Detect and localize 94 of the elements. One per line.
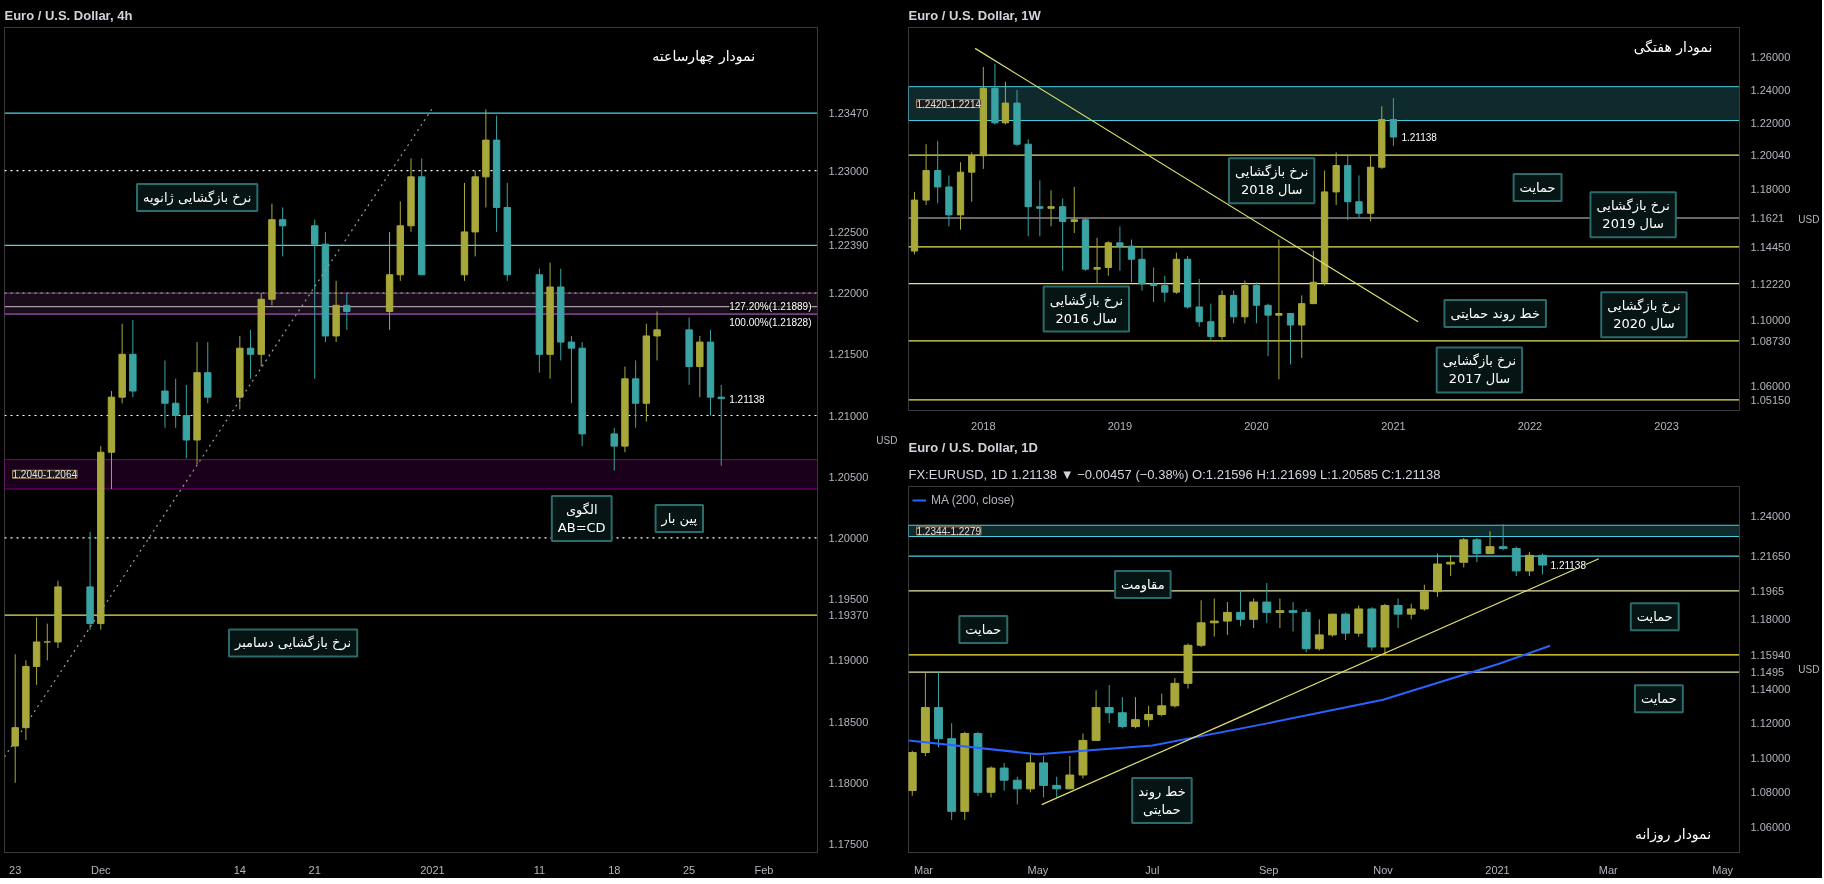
annotation: نرخ بازگشایی سال 2017 — [1442, 353, 1517, 387]
x-tick-label: 21 — [308, 863, 321, 876]
annotation: 100.00%(1.21828) — [729, 317, 812, 329]
chart-title: Euro / U.S. Dollar, 1W — [908, 7, 1042, 23]
x-tick-label: 14 — [233, 863, 246, 876]
ref-line-label: 1.23470 — [828, 107, 869, 120]
x-tick-label: May — [1712, 863, 1734, 876]
band-label: 1.2040-1.2064 — [12, 469, 78, 481]
y-tick-label: 1.26000 — [1750, 51, 1791, 64]
x-tick-label: 2018 — [971, 419, 996, 432]
y-tick-label: 1.10000 — [1750, 314, 1791, 327]
annotation: 1.21138 — [1401, 132, 1438, 144]
y-tick-label: 1.14000 — [1750, 682, 1791, 695]
x-tick-label: 18 — [608, 863, 621, 876]
ref-line-label: 1.21000 — [828, 409, 869, 422]
ref-line-label: 1.20040 — [1750, 149, 1791, 162]
x-tick-label: 2022 — [1517, 419, 1543, 432]
ref-line-label: 1.1495 — [1750, 666, 1785, 679]
y-tick-label: 1.24000 — [1750, 509, 1791, 522]
x-tick-label: Mar — [1598, 863, 1618, 876]
ref-line-label: 1.20000 — [828, 531, 869, 544]
x-tick-label: Sep — [1258, 863, 1279, 876]
y-tick-label: 1.19000 — [828, 654, 869, 667]
y-tick-label: 1.18000 — [1750, 613, 1791, 626]
annotation: نمودار هفتگی — [1633, 38, 1713, 56]
annotation: نرخ بازگشایی سال 2019 — [1596, 198, 1670, 232]
y-axis-title: USD — [876, 434, 898, 446]
y-tick-label: 1.22000 — [1750, 116, 1791, 129]
annotation: حمایت — [1519, 180, 1556, 196]
annotation: حمایت — [1636, 609, 1673, 625]
x-tick-label: 2021 — [420, 863, 445, 876]
annotation: خط روند حمایتی — [1450, 306, 1540, 323]
y-tick-label: 1.18500 — [828, 715, 869, 728]
x-tick-label: 2021 — [1381, 419, 1406, 432]
y-tick-label: 1.10000 — [1750, 751, 1791, 764]
annotation: نرخ بازگشایی سال 2020 — [1607, 298, 1681, 332]
x-tick-label: 2021 — [1485, 863, 1510, 876]
band-label: 1.2344-1.2279 — [916, 525, 982, 537]
ref-line-label: 1.1621 — [1750, 212, 1785, 225]
band-label: 1.2420-1.2214 — [916, 98, 982, 110]
y-tick-label: 1.22500 — [828, 225, 869, 238]
x-tick-label: May — [1027, 863, 1049, 876]
ref-line-label: 1.22390 — [828, 239, 869, 252]
annotation: نرخ بازگشایی سال 2016 — [1049, 292, 1124, 326]
x-tick-label: 2019 — [1107, 419, 1133, 432]
ref-line-label: 1.08730 — [1750, 334, 1791, 347]
annotation: نرخ بازگشایی ژانویه — [143, 189, 252, 206]
annotation: حمایت — [1640, 691, 1677, 707]
y-tick-label: 1.08000 — [1750, 786, 1791, 799]
chart-title: Euro / U.S. Dollar, 4h — [4, 7, 133, 23]
annotation: 127.20%(1.21889) — [729, 301, 812, 313]
ref-line-label: 1.14450 — [1750, 240, 1791, 253]
x-tick-label: Mar — [914, 863, 934, 876]
y-tick-label: 1.20500 — [828, 470, 869, 483]
annotation: نمودار چهارساعته — [652, 48, 756, 66]
y-tick-label: 1.19500 — [828, 593, 869, 606]
x-tick-label: 2023 — [1654, 419, 1679, 432]
x-tick-label: 25 — [683, 863, 696, 876]
annotation: 1.21138 — [1550, 560, 1587, 572]
ref-line-label: 1.21650 — [1750, 550, 1791, 563]
x-tick-label: 2020 — [1244, 419, 1269, 432]
chart-title: Euro / U.S. Dollar, 1D — [908, 439, 1038, 455]
annotation: 1.21138 — [729, 393, 766, 405]
y-axis-title: USD — [1798, 213, 1820, 225]
annotation: مقاومت — [1121, 577, 1165, 594]
y-tick-label: 1.24000 — [1750, 83, 1791, 96]
x-tick-label: Nov — [1373, 863, 1394, 876]
x-tick-label: Feb — [754, 863, 774, 876]
ref-line-label: 1.23000 — [828, 164, 869, 177]
annotation: نرخ بازگشایی سال 2018 — [1234, 164, 1309, 198]
x-tick-label: 23 — [9, 863, 22, 876]
annotation: پین بار — [660, 510, 698, 527]
ref-line-label: 1.15940 — [1750, 648, 1791, 661]
x-tick-label: 11 — [533, 863, 546, 876]
y-tick-label: 1.18000 — [1750, 182, 1791, 195]
y-tick-label: 1.06000 — [1750, 820, 1791, 833]
y-axis-title: USD — [1798, 664, 1820, 675]
ref-line-label: 1.12220 — [1750, 277, 1791, 290]
annotation: خط روند حمایتی — [1138, 784, 1186, 818]
annotation: حمایت — [965, 622, 1002, 638]
y-tick-label: 1.17500 — [828, 837, 869, 850]
y-tick-label: 1.12000 — [1750, 717, 1791, 730]
y-tick-label: 1.21500 — [828, 348, 869, 361]
y-tick-label: 1.06000 — [1750, 379, 1791, 392]
annotation: نرخ بازگشایی دسامبر — [234, 635, 352, 652]
x-tick-label: Dec — [91, 863, 112, 876]
x-tick-label: Jul — [1145, 863, 1160, 876]
chart-subtitle: FX:EURUSD, 1D 1.21138 ▼ −0.00457 (−0.38%) O:1.21596 H:1.21699 L:1.20585 C:1.21138 — [908, 466, 1441, 482]
legend-label: MA (200, close) — [931, 493, 1015, 507]
y-tick-label: 1.18000 — [828, 776, 869, 789]
ref-line-label: 1.1965 — [1750, 584, 1785, 597]
ref-line-label: 1.19370 — [828, 609, 869, 622]
annotation: نمودار روزانه — [1634, 826, 1712, 844]
ref-line-label: 1.05150 — [1750, 393, 1791, 406]
